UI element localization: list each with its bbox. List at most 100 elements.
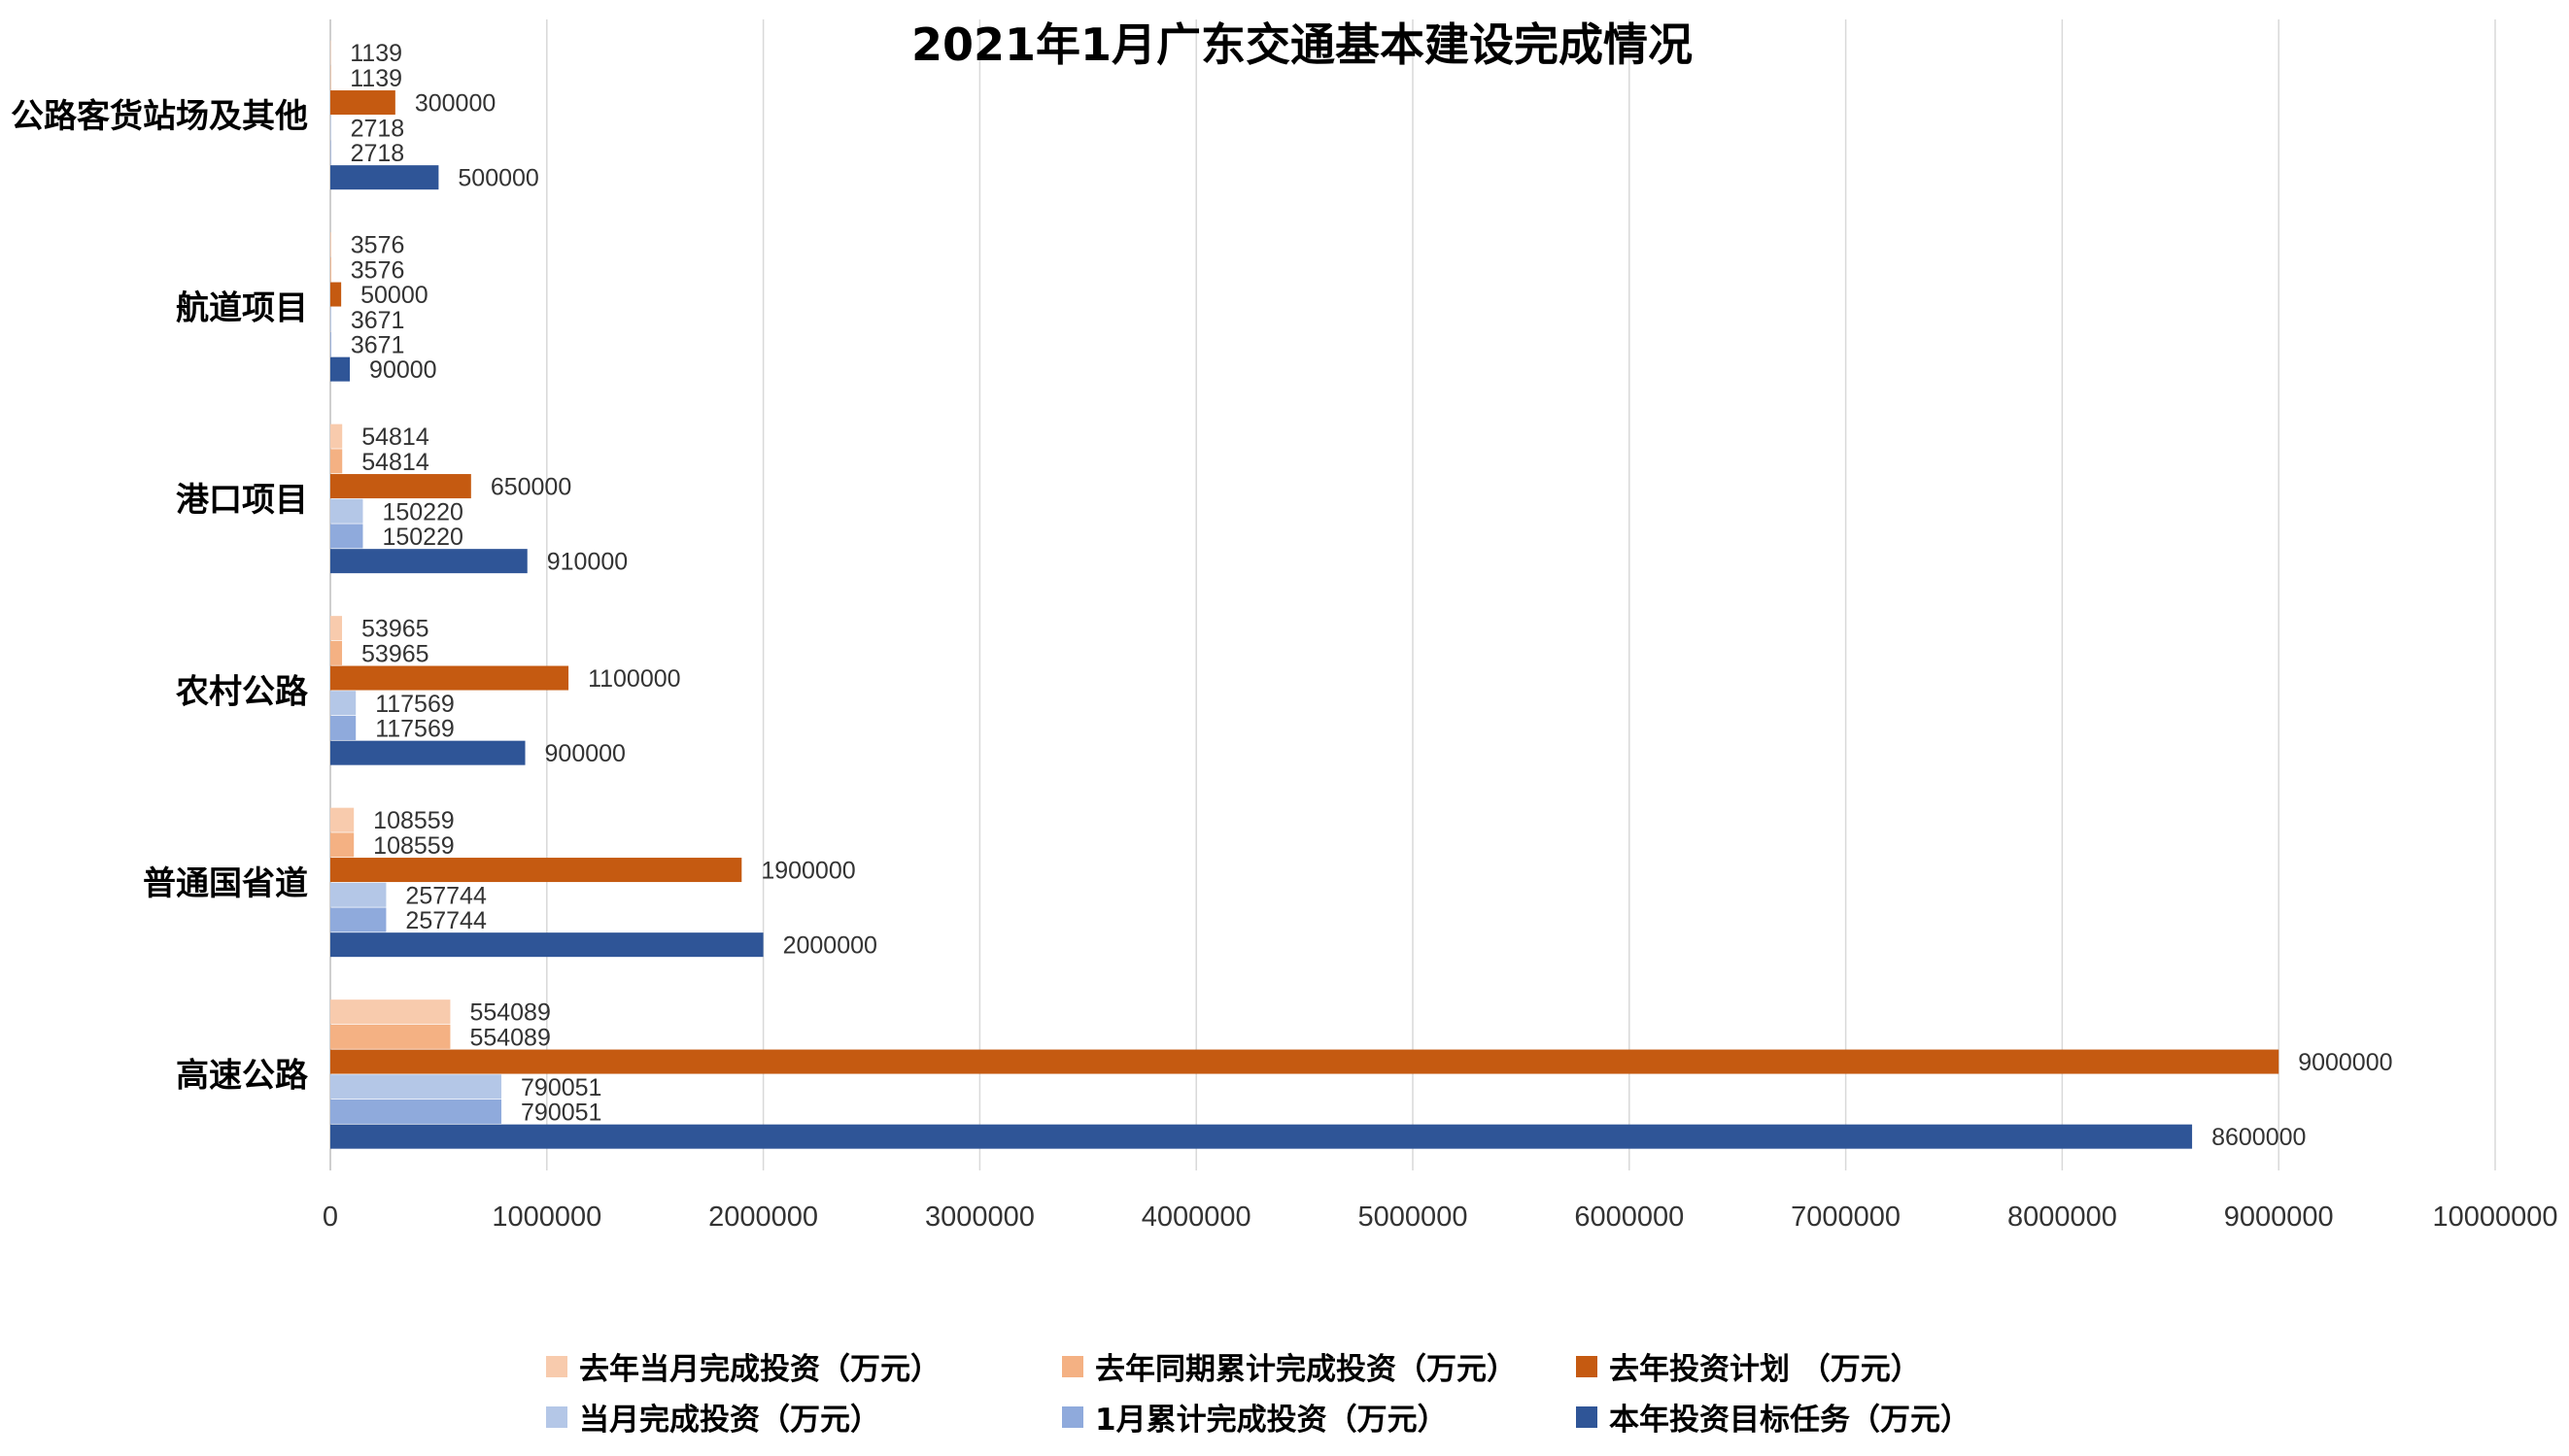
bar — [330, 307, 331, 332]
bar — [330, 640, 343, 665]
data-label: 150220 — [382, 498, 462, 525]
x-tick-label: 1000000 — [492, 1202, 601, 1233]
data-label: 117569 — [375, 715, 455, 742]
bar — [330, 423, 343, 449]
bar — [330, 1074, 502, 1100]
bar — [330, 140, 331, 165]
data-label: 50000 — [360, 282, 428, 309]
legend-label: 当月完成投资（万元） — [579, 1403, 880, 1438]
data-label: 1100000 — [588, 665, 680, 693]
bar — [330, 115, 331, 140]
legend: 去年当月完成投资（万元） 去年同期累计完成投资（万元） 去年投资计划 （万元） 当月完… — [546, 1352, 1970, 1438]
data-label: 257744 — [405, 907, 487, 934]
data-label: 1139 — [350, 40, 402, 67]
data-labels: 1139113930000027182718500000357635765000… — [350, 40, 2392, 1151]
data-label: 9000000 — [2298, 1049, 2392, 1076]
data-label: 53965 — [361, 616, 429, 643]
bar — [330, 1099, 502, 1124]
legend-swatch — [1576, 1406, 1597, 1428]
category-label: 普通国省道 — [143, 864, 308, 903]
bar — [330, 549, 528, 574]
bar — [330, 715, 357, 740]
bar — [330, 691, 357, 716]
data-label: 8600000 — [2211, 1124, 2306, 1151]
bar — [330, 356, 351, 382]
x-tick-label: 0 — [323, 1202, 338, 1233]
x-tick-label: 5000000 — [1358, 1202, 1468, 1233]
bar — [330, 232, 331, 257]
bar — [330, 858, 742, 883]
bar — [330, 331, 331, 356]
legend-swatch — [1062, 1356, 1083, 1377]
category-label: 航道项目 — [176, 288, 308, 327]
data-label: 90000 — [369, 356, 437, 384]
legend-label: 去年投资计划 （万元） — [1609, 1352, 1921, 1387]
data-label: 54814 — [361, 449, 429, 476]
data-label: 2000000 — [783, 932, 877, 960]
data-label: 554089 — [469, 999, 550, 1027]
data-label: 3671 — [351, 331, 405, 358]
data-label: 910000 — [547, 549, 628, 576]
data-label: 54814 — [361, 423, 429, 451]
category-label: 公路客货站场及其他 — [11, 97, 308, 136]
bar — [330, 616, 343, 641]
legend-swatch — [1062, 1406, 1083, 1428]
data-label: 1139 — [350, 65, 402, 92]
data-label: 257744 — [405, 882, 487, 909]
data-label: 3671 — [351, 307, 405, 334]
bar — [330, 907, 387, 932]
bar — [330, 165, 439, 190]
bars — [330, 40, 2279, 1149]
x-tick-label: 9000000 — [2224, 1202, 2334, 1233]
gridlines — [329, 19, 2496, 1170]
x-tick-label: 2000000 — [708, 1202, 818, 1233]
bar — [330, 498, 363, 524]
bar — [330, 882, 387, 907]
data-label: 108559 — [373, 832, 454, 860]
bar — [330, 832, 355, 858]
legend-swatch — [1576, 1356, 1597, 1377]
bar — [330, 282, 342, 307]
data-label: 790051 — [521, 1074, 601, 1101]
data-label: 3576 — [351, 256, 405, 284]
bar — [330, 1049, 2279, 1074]
data-label: 900000 — [545, 740, 626, 767]
bar — [330, 665, 569, 691]
data-label: 554089 — [469, 1024, 550, 1051]
legend-label: 去年同期累计完成投资（万元） — [1095, 1352, 1517, 1387]
x-tick-label: 10000000 — [2432, 1202, 2557, 1233]
data-label: 2718 — [351, 115, 405, 142]
x-tick-label: 6000000 — [1574, 1202, 1684, 1233]
bar — [330, 90, 395, 116]
bar — [330, 524, 363, 549]
bar — [330, 999, 451, 1025]
data-label: 300000 — [415, 90, 496, 118]
category-label: 农村公路 — [176, 672, 309, 711]
legend-label: 去年当月完成投资（万元） — [579, 1352, 941, 1387]
data-label: 1900000 — [761, 858, 855, 885]
chart-title: 2021年1月广东交通基本建设完成情况 — [911, 18, 1693, 71]
legend-label: 本年投资目标任务（万元） — [1609, 1403, 1970, 1438]
legend-swatch — [546, 1406, 567, 1428]
x-tick-label: 3000000 — [925, 1202, 1035, 1233]
bar — [330, 740, 526, 765]
legend-swatch — [546, 1356, 567, 1377]
bar — [330, 474, 471, 499]
data-label: 3576 — [351, 232, 405, 259]
x-tick-label: 8000000 — [2007, 1202, 2117, 1233]
data-label: 790051 — [521, 1099, 601, 1126]
x-tick-label: 7000000 — [1791, 1202, 1901, 1233]
data-label: 108559 — [373, 807, 454, 834]
data-label: 53965 — [361, 640, 429, 667]
bar — [330, 932, 764, 958]
data-label: 150220 — [382, 524, 462, 551]
bar — [330, 1124, 2193, 1149]
bar — [330, 807, 355, 832]
data-label: 500000 — [458, 165, 538, 192]
legend-label: 1月累计完成投资（万元） — [1095, 1403, 1448, 1438]
bar — [330, 449, 343, 474]
x-axis-tick-labels: 0 1000000 2000000 3000000 4000000 5000000 6000… — [323, 1202, 2558, 1233]
x-tick-label: 4000000 — [1142, 1202, 1251, 1233]
